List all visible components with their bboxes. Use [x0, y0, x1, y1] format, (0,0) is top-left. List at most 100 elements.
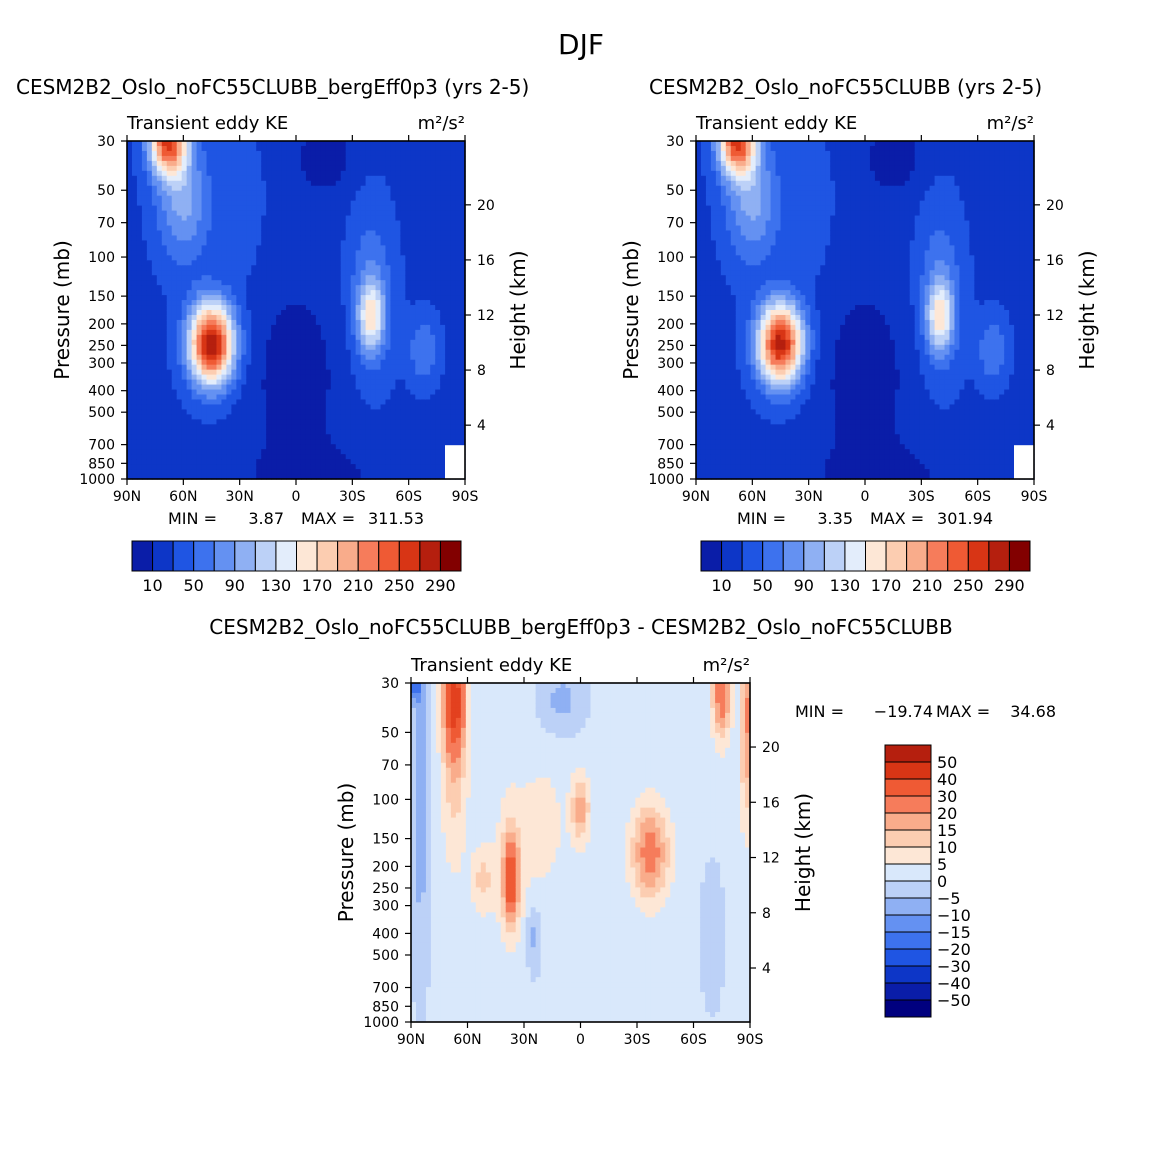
- field-cell: [405, 469, 411, 475]
- field-cell: [320, 434, 327, 440]
- field-cell: [251, 434, 257, 440]
- field-cell: [291, 170, 297, 177]
- field-cell: [710, 295, 717, 301]
- field-cell: [161, 339, 168, 346]
- field-cell: [340, 369, 347, 376]
- field-cell: [375, 389, 382, 396]
- field-cell: [216, 145, 223, 152]
- field-cell: [705, 195, 712, 202]
- field-cell: [696, 285, 702, 291]
- field-cell: [430, 195, 436, 202]
- field-cell: [410, 155, 416, 162]
- field-cell: [246, 429, 252, 435]
- field-cell: [281, 344, 287, 351]
- field-cell: [201, 255, 208, 261]
- field-cell: [420, 404, 426, 411]
- field-cell: [206, 329, 213, 336]
- field-cell: [256, 374, 262, 381]
- field-cell: [291, 404, 297, 411]
- field-cell: [186, 374, 193, 381]
- field-cell: [425, 319, 431, 326]
- field-cell: [696, 324, 702, 331]
- field-cell: [206, 190, 213, 197]
- field-cell: [136, 424, 143, 430]
- field-cell: [166, 225, 173, 232]
- field-cell: [211, 394, 218, 401]
- field-cell: [450, 394, 456, 401]
- field-cell: [241, 195, 247, 202]
- field-cell: [315, 270, 322, 276]
- field-cell: [251, 285, 257, 291]
- field-cell: [127, 379, 133, 386]
- field-cell: [345, 310, 352, 316]
- field-cell: [705, 260, 712, 266]
- field-cell: [320, 165, 327, 172]
- field-cell: [151, 329, 158, 336]
- field-cell: [196, 255, 203, 261]
- field-cell: [395, 399, 401, 406]
- field-cell: [191, 225, 198, 232]
- field-cell: [315, 150, 322, 157]
- field-cell: [710, 354, 717, 361]
- field-cell: [221, 260, 228, 266]
- field-cell: [146, 329, 153, 336]
- field-cell: [206, 409, 213, 415]
- field-cell: [340, 300, 347, 306]
- field-cell: [246, 394, 252, 401]
- field-cell: [315, 474, 322, 480]
- field-cell: [425, 200, 431, 207]
- field-cell: [251, 409, 257, 415]
- field-cell: [350, 474, 357, 480]
- field-cell: [370, 424, 377, 430]
- field-cell: [330, 220, 337, 227]
- field-cell: [345, 225, 352, 232]
- field-cell: [340, 389, 347, 396]
- field-cell: [181, 275, 188, 281]
- field-cell: [271, 235, 277, 242]
- field-cell: [430, 250, 436, 256]
- field-cell: [435, 429, 441, 435]
- field-cell: [246, 474, 252, 480]
- field-cell: [136, 185, 143, 192]
- field-cell: [410, 339, 416, 346]
- field-cell: [405, 434, 411, 440]
- field-cell: [425, 160, 431, 167]
- field-cell: [291, 409, 297, 415]
- field-cell: [350, 354, 357, 361]
- field-cell: [236, 414, 242, 420]
- field-cell: [375, 190, 382, 197]
- field-cell: [186, 439, 193, 445]
- field-cell: [291, 379, 297, 386]
- x-tick-label: 30N: [226, 489, 254, 505]
- field-cell: [136, 444, 143, 450]
- field-cell: [231, 175, 237, 182]
- field-cell: [181, 449, 188, 455]
- field-cell: [400, 384, 406, 391]
- field-cell: [325, 424, 332, 430]
- field-cell: [196, 464, 203, 470]
- field-cell: [246, 180, 252, 187]
- field-cell: [305, 185, 312, 192]
- field-cell: [380, 469, 387, 475]
- field-cell: [305, 295, 312, 301]
- field-cell: [450, 175, 456, 182]
- field-cell: [246, 359, 252, 366]
- field-cell: [166, 295, 173, 301]
- field-cell: [370, 250, 377, 256]
- field-cell: [241, 449, 247, 455]
- field-cell: [696, 334, 702, 341]
- field-cell: [445, 439, 451, 445]
- panel-title: CESM2B2_Oslo_noFC55CLUBB_bergEff0p3 (yrs…: [16, 75, 529, 99]
- field-cell: [281, 414, 287, 420]
- field-cell: [340, 359, 347, 366]
- field-cell: [390, 329, 397, 336]
- field-cell: [226, 215, 232, 222]
- field-cell: [425, 275, 431, 281]
- field-cell: [330, 349, 337, 356]
- field-cell: [355, 255, 362, 261]
- field-cell: [455, 235, 461, 242]
- field-cell: [146, 369, 153, 376]
- field-cell: [196, 374, 203, 381]
- field-cell: [291, 349, 297, 356]
- field-cell: [181, 474, 188, 480]
